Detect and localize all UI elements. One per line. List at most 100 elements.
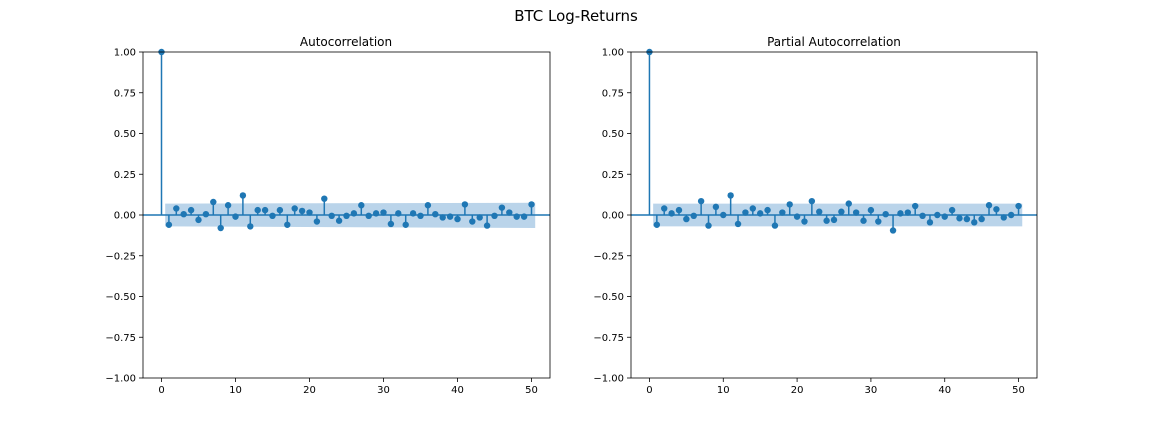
pacf-marker-lag-7: [697, 197, 705, 205]
acf-xtick-label-4: 40: [451, 385, 464, 396]
pacf-marker-lag-12: [734, 220, 742, 228]
acf-marker-lag-27: [358, 202, 365, 209]
pacf-marker-lag-24: [823, 217, 830, 224]
pacf-marker-lag-15: [756, 210, 764, 217]
pacf-marker-lag-42: [956, 215, 963, 222]
pacf-marker-lag-33: [889, 227, 897, 234]
acf-marker-lag-33: [402, 221, 409, 228]
acf-marker-lag-24: [335, 217, 343, 224]
acf-marker-lag-15: [269, 212, 276, 220]
acf-marker-lag-37: [432, 210, 439, 218]
acf-ytick-label-1: 0.75: [114, 88, 136, 99]
pacf-marker-lag-4: [675, 206, 683, 214]
acf-marker-lag-40: [454, 215, 461, 223]
acf-title: Autocorrelation: [300, 35, 392, 49]
acf-marker-lag-43: [476, 214, 483, 221]
figure-title: BTC Log-Returns: [514, 7, 638, 25]
pacf-ytick-label-3: 0.25: [602, 170, 624, 181]
acf-marker-lag-50: [528, 201, 535, 208]
pacf-marker-lag-35: [904, 209, 912, 216]
acf-marker-lag-8: [217, 224, 224, 232]
pacf-marker-lag-16: [764, 206, 771, 214]
pacf-marker-lag-21: [801, 218, 808, 225]
acf-marker-lag-5: [195, 216, 202, 224]
pacf-xtick-label-3: 30: [865, 385, 878, 396]
acf-marker-lag-49: [520, 213, 528, 220]
pacf-marker-lag-14: [749, 205, 756, 212]
acf-ytick-label-3: 0.25: [114, 170, 136, 181]
pacf-marker-lag-18: [779, 209, 786, 216]
acf-ytick-label-2: 0.50: [114, 129, 136, 140]
pacf-ytick-label-1: 0.75: [602, 88, 624, 99]
pacf-marker-lag-49: [1007, 211, 1015, 219]
acf-marker-lag-36: [424, 202, 432, 209]
pacf-ytick-label-8: −1.00: [593, 374, 624, 385]
acf-marker-lag-16: [276, 206, 284, 214]
acf-marker-lag-44: [483, 222, 491, 229]
pacf-marker-lag-2: [661, 205, 668, 212]
acf-marker-lag-13: [254, 206, 261, 214]
acf-ytick-label-5: −0.25: [105, 251, 136, 262]
pacf-title: Partial Autocorrelation: [767, 35, 901, 49]
acf-marker-lag-14: [261, 206, 269, 214]
pacf-ytick-label-6: −0.50: [593, 292, 624, 303]
pacf-xtick-label-4: 40: [938, 385, 951, 396]
pacf-marker-lag-41: [948, 206, 956, 214]
pacf-marker-lag-46: [985, 202, 993, 209]
pacf-marker-lag-5: [683, 215, 690, 223]
pacf-marker-lag-38: [926, 219, 934, 226]
acf-marker-lag-32: [395, 210, 402, 217]
pacf-marker-lag-6: [690, 212, 697, 220]
pacf-marker-lag-23: [816, 208, 823, 215]
acf-marker-lag-6: [202, 210, 210, 218]
acf-marker-lag-22: [321, 195, 328, 202]
acf-marker-lag-4: [187, 206, 195, 214]
acf-marker-lag-30: [380, 209, 387, 216]
acf-marker-lag-11: [239, 192, 247, 199]
acf-marker-lag-18: [291, 205, 298, 212]
pacf-marker-lag-28: [852, 209, 860, 216]
acf-marker-lag-47: [506, 209, 513, 216]
pacf-marker-lag-32: [882, 210, 889, 218]
acf-ytick-label-4: 0.00: [114, 211, 136, 222]
pacf-xtick-label-2: 20: [791, 385, 804, 396]
pacf-marker-lag-39: [934, 211, 941, 219]
acf-marker-lag-20: [306, 209, 313, 216]
pacf-ytick-label-5: −0.25: [593, 251, 624, 262]
pacf-ytick-label-4: 0.00: [602, 211, 624, 222]
acf-marker-lag-1: [165, 221, 173, 228]
acf-xtick-label-3: 30: [377, 385, 390, 396]
acf-marker-lag-48: [513, 213, 520, 220]
pacf-marker-lag-8: [705, 222, 712, 229]
pacf-marker-lag-30: [867, 206, 875, 214]
acf-ytick-label-7: −0.75: [105, 333, 136, 344]
pacf-marker-lag-17: [771, 222, 779, 229]
acf-marker-lag-9: [224, 202, 232, 209]
acf-marker-lag-46: [498, 204, 506, 211]
acf-xtick-label-0: 0: [158, 385, 164, 396]
acf-marker-lag-12: [247, 223, 254, 230]
acf-marker-lag-19: [298, 207, 306, 215]
pacf-ytick-label-7: −0.75: [593, 333, 624, 344]
acf-marker-lag-10: [232, 213, 239, 220]
acf-ytick-label-6: −0.50: [105, 292, 136, 303]
pacf-xtick-label-1: 10: [717, 385, 730, 396]
pacf-marker-lag-50: [1015, 202, 1022, 210]
acf-marker-lag-26: [350, 210, 358, 217]
pacf-marker-lag-37: [919, 212, 926, 220]
acf-ytick-label-0: 1.00: [114, 48, 136, 59]
pacf-marker-lag-13: [742, 209, 749, 216]
acf-marker-lag-21: [313, 218, 321, 225]
pacf-xtick-label-0: 0: [646, 385, 652, 396]
pacf-marker-lag-29: [860, 217, 867, 224]
acf-marker-lag-35: [417, 212, 424, 220]
acf-xtick-label-2: 20: [303, 385, 316, 396]
pacf-panel: Partial Autocorrelation 0 10 20 30 40 50 1.00 0…: [593, 35, 1038, 396]
pacf-marker-lag-20: [793, 213, 801, 220]
pacf-marker-lag-43: [963, 215, 971, 223]
pacf-ytick-label-0: 1.00: [602, 48, 624, 59]
acf-ytick-label-8: −1.00: [105, 374, 136, 385]
pacf-marker-lag-44: [971, 219, 978, 226]
pacf-marker-lag-36: [912, 202, 919, 210]
